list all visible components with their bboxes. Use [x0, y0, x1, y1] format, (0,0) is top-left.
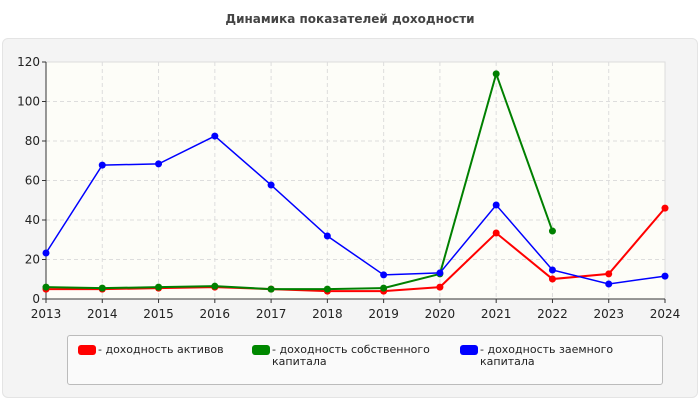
data-point [211, 282, 219, 290]
data-point [661, 272, 669, 280]
data-point [380, 271, 388, 279]
data-point [436, 269, 444, 277]
data-point [605, 280, 613, 288]
x-tick-label: 2013 [31, 307, 62, 321]
data-point [548, 227, 556, 235]
x-tick-label: 2014 [87, 307, 118, 321]
legend-swatch [460, 345, 478, 355]
data-point [323, 232, 331, 240]
data-point [492, 70, 500, 78]
x-tick-label: 2017 [256, 307, 287, 321]
data-point [98, 284, 106, 292]
x-tick-label: 2016 [200, 307, 231, 321]
x-tick-label: 2024 [650, 307, 681, 321]
data-point [155, 160, 163, 168]
data-point [548, 266, 556, 274]
data-point [267, 181, 275, 189]
data-point [548, 275, 556, 283]
y-tick-label: 20 [25, 253, 40, 267]
data-point [155, 283, 163, 291]
y-tick-label: 40 [25, 213, 40, 227]
series-line-1 [45, 70, 554, 291]
x-tick-label: 2019 [368, 307, 399, 321]
data-point [42, 283, 50, 291]
legend-label: - доходность собственного капитала [272, 343, 430, 368]
legend-swatch [252, 345, 270, 355]
data-point [436, 283, 444, 291]
x-tick-label: 2022 [537, 307, 568, 321]
x-tick-label: 2020 [425, 307, 456, 321]
data-point [661, 204, 669, 212]
data-point [98, 161, 106, 169]
data-point [380, 284, 388, 292]
x-tick-label: 2018 [312, 307, 343, 321]
x-tick-label: 2015 [143, 307, 174, 321]
data-point [492, 229, 500, 237]
y-tick-label: 80 [25, 134, 40, 148]
data-point [605, 270, 613, 278]
y-tick-label: 120 [17, 55, 40, 69]
x-tick-label: 2021 [481, 307, 512, 321]
data-point [492, 201, 500, 209]
x-tick-label: 2023 [593, 307, 624, 321]
legend-swatch [78, 345, 96, 355]
data-point [211, 132, 219, 140]
chart-title: Динамика показателей доходности [225, 12, 475, 26]
legend: - доходность активов - доходность собств… [67, 335, 663, 385]
y-tick-label: 100 [17, 95, 40, 109]
data-point [42, 249, 50, 257]
y-tick-label: 60 [25, 174, 40, 188]
y-tick-label: 0 [32, 292, 40, 306]
data-point [267, 285, 275, 293]
data-point [323, 285, 331, 293]
legend-label: - доходность заемного капитала [480, 343, 614, 368]
series-line-2 [45, 135, 666, 285]
legend-label: - доходность активов [98, 343, 224, 356]
